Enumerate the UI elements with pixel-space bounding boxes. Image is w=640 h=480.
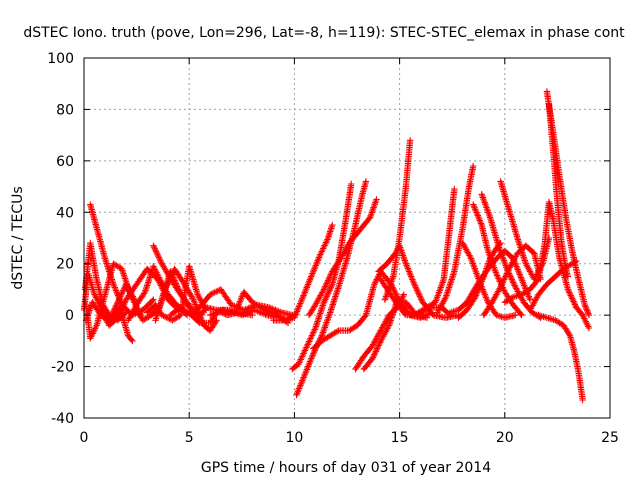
data-series: [446, 247, 534, 316]
x-tick-label: 15: [391, 430, 409, 446]
x-tick-label: 5: [185, 430, 194, 446]
y-tick-label: 60: [56, 154, 74, 170]
data-points: [381, 137, 414, 303]
y-tick-label: -40: [51, 411, 74, 427]
y-tick-label: 40: [56, 205, 74, 221]
data-points: [270, 221, 336, 324]
data-series: [270, 221, 336, 324]
tick-layer: -40 -20 0 20 40 60 80 100 0 5 10 15 20 25: [47, 51, 619, 446]
data-points: [434, 162, 477, 316]
x-tick-label: 20: [496, 430, 514, 446]
x-tick-label: 10: [285, 430, 303, 446]
data-series: [545, 101, 572, 280]
chart-title: dSTEC Iono. truth (pove, Lon=296, Lat=-8…: [23, 25, 625, 41]
data-series: [434, 162, 477, 316]
data-series: [87, 201, 157, 319]
data-layer: [80, 88, 593, 404]
y-tick-label: 80: [56, 102, 74, 118]
data-series: [289, 180, 355, 373]
plot-frame: [83, 57, 611, 419]
data-points: [545, 101, 572, 280]
data-points: [305, 196, 380, 319]
x-tick-label: 0: [80, 430, 89, 446]
data-points: [289, 180, 355, 373]
data-points: [415, 185, 458, 319]
y-tick-label: -20: [51, 360, 74, 376]
y-tick-label: 0: [65, 308, 74, 324]
data-points: [446, 247, 534, 316]
data-points: [87, 201, 157, 319]
x-tick-label: 25: [601, 430, 619, 446]
data-series: [535, 311, 586, 404]
x-axis-label: GPS time / hours of day 031 of year 2014: [201, 460, 491, 476]
data-points: [470, 201, 525, 319]
data-points: [501, 198, 593, 332]
data-points: [535, 311, 586, 404]
data-series: [305, 196, 380, 319]
data-series: [381, 137, 414, 303]
data-series: [501, 198, 593, 332]
y-axis-label: dSTEC / TECUs: [10, 186, 26, 289]
y-tick-label: 100: [47, 51, 74, 67]
data-series: [470, 201, 525, 319]
y-tick-label: 20: [56, 257, 74, 273]
data-series: [415, 185, 458, 319]
